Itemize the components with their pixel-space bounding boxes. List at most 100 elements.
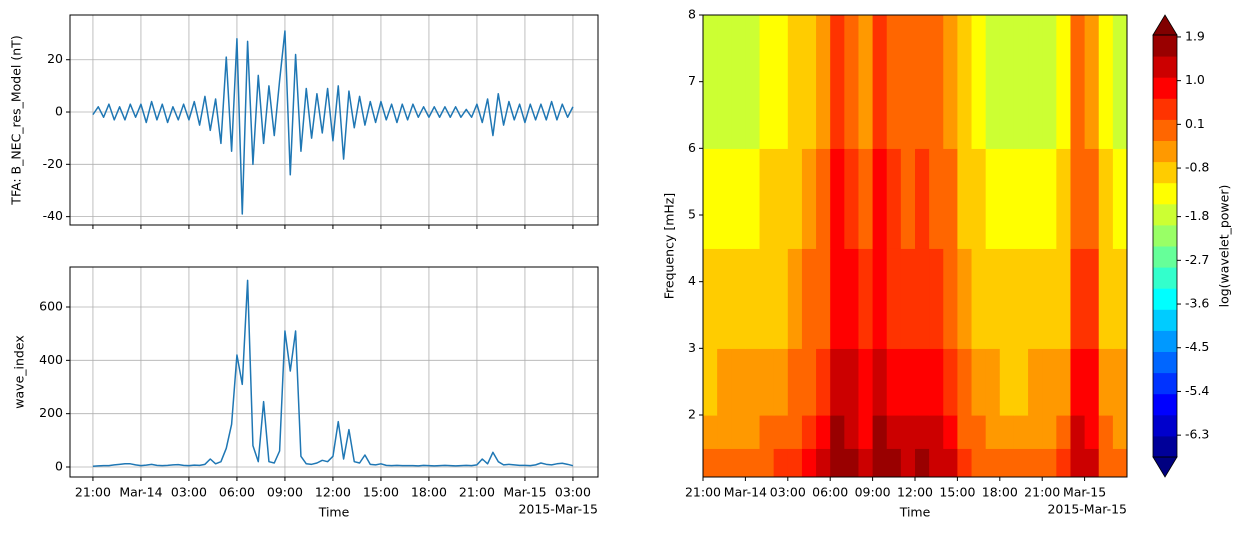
colorbar-extend-max	[1152, 14, 1178, 36]
heatmap-cell	[844, 348, 860, 416]
heatmap-cell	[915, 415, 930, 449]
heatmap-cell	[1028, 15, 1043, 149]
heatmap-cell	[801, 148, 817, 249]
colorbar-tick-label: 1.9	[1185, 28, 1205, 43]
heatmap-cell	[915, 348, 930, 416]
heatmap-cell	[1028, 348, 1043, 416]
heatmap-cell	[1098, 348, 1114, 416]
heatmap-cell	[985, 448, 1001, 477]
heatmap-cell	[717, 248, 732, 349]
colorbar-tick-label: -5.4	[1185, 383, 1209, 398]
heatmap-cell	[985, 148, 1001, 249]
x-tick-label: 12:00	[897, 485, 933, 500]
x-tick-label: 18:00	[982, 485, 1018, 500]
colorbar-tick-label: -3.6	[1185, 296, 1209, 311]
heatmap-cell	[844, 15, 860, 149]
heatmap-cell	[1098, 448, 1114, 477]
colorbar-band	[1153, 372, 1177, 395]
colorbar-tick-label: -2.7	[1185, 252, 1209, 267]
heatmap-cell	[745, 148, 761, 249]
heatmap-cell	[801, 348, 817, 416]
heatmap-cell	[731, 448, 746, 477]
heatmap-cell	[971, 148, 987, 249]
heatmap-cell	[886, 248, 902, 349]
heatmap-cell	[759, 15, 775, 149]
heatmap-cell	[1013, 348, 1029, 416]
y-tick-label: 5	[688, 207, 696, 222]
heatmap-cell	[1084, 248, 1100, 349]
heatmap-cell	[1084, 415, 1100, 449]
heatmap-cell	[816, 148, 831, 249]
heatmap-cell	[1056, 448, 1072, 477]
heatmap-cell	[703, 148, 718, 249]
x-tick-label: Mar-14	[724, 485, 767, 500]
heatmap-cell	[929, 15, 944, 149]
colorbar-band	[1153, 161, 1177, 184]
y-tick-label: 3	[688, 340, 696, 355]
heatmap-cell	[971, 348, 987, 416]
heatmap-cell	[830, 415, 845, 449]
heatmap-cell	[717, 15, 732, 149]
heatmap-cell	[1070, 348, 1086, 416]
heatmap-cell	[1028, 415, 1043, 449]
y-axis-label: TFA: B_NEC_res_Model (nT)	[9, 35, 24, 205]
x-tick-label: Mar-15	[503, 485, 546, 500]
heatmap-cell	[858, 348, 874, 416]
heatmap-cell	[900, 248, 916, 349]
heatmap-cell	[1070, 415, 1086, 449]
x-tick-label: 03:00	[555, 485, 591, 500]
heatmap-cell	[703, 15, 718, 149]
heatmap-cell	[886, 148, 902, 249]
heatmap-cell	[872, 348, 888, 416]
x-tick-label: 12:00	[315, 485, 351, 500]
heatmap-cell	[858, 415, 874, 449]
x-tick-label: Mar-15	[1063, 485, 1106, 500]
heatmap-cell	[1042, 248, 1057, 349]
colorbar-tick-label: -6.3	[1185, 427, 1209, 442]
heatmap-cell	[830, 248, 845, 349]
heatmap-cell	[1112, 415, 1127, 449]
colorbar-tick-label: 1.0	[1185, 72, 1205, 87]
heatmap-cell	[1084, 15, 1100, 149]
heatmap-cell	[971, 248, 987, 349]
heatmap-cell	[957, 148, 973, 249]
heatmap-cell	[985, 415, 1001, 449]
heatmap-cell	[1070, 15, 1086, 149]
panel: 0 200 400 600 21:00 Mar-14 03:00 06:00 09:00 12:0…	[12, 266, 599, 520]
heatmap-cell	[731, 248, 746, 349]
heatmap-cell	[830, 148, 845, 249]
heatmap-cell	[1098, 148, 1114, 249]
heatmap-cell	[1112, 15, 1127, 149]
heatmap-cell	[773, 15, 789, 149]
colorbar-tick-label: -1.8	[1185, 208, 1209, 223]
heatmap	[703, 15, 1127, 477]
heatmap-cell	[985, 15, 1001, 149]
heatmap-cell	[943, 15, 958, 149]
colorbar-tick-label: 0.1	[1185, 116, 1205, 131]
heatmap-cell	[759, 348, 775, 416]
heatmap-cell	[900, 148, 916, 249]
colorbar-band	[1153, 140, 1177, 163]
heatmap-cell	[999, 15, 1015, 149]
heatmap-cell	[1028, 448, 1043, 477]
heatmap-cell	[858, 248, 874, 349]
colorbar-band	[1153, 119, 1177, 141]
heatmap-cell	[1084, 348, 1100, 416]
heatmap-cell	[929, 248, 944, 349]
heatmap-cell	[731, 348, 746, 416]
heatmap-cell	[999, 448, 1015, 477]
heatmap-cell	[900, 448, 916, 477]
x-tick-label: 06:00	[219, 485, 255, 500]
x-tick-label: 15:00	[363, 485, 399, 500]
heatmap-cell	[1028, 248, 1043, 349]
heatmap-cell	[1084, 448, 1100, 477]
heatmap-cell	[773, 415, 789, 449]
heatmap-cell	[759, 148, 775, 249]
colorbar-band	[1153, 77, 1177, 99]
heatmap-cell	[787, 448, 803, 477]
heatmap-cell	[957, 415, 973, 449]
x-tick-label: 03:00	[770, 485, 806, 500]
heatmap-cell	[999, 348, 1015, 416]
